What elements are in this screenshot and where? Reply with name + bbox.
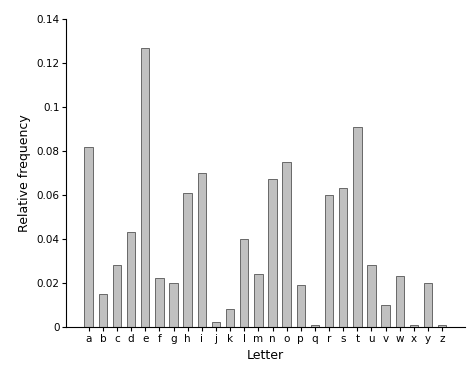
Bar bbox=[353, 127, 362, 327]
Bar bbox=[212, 322, 220, 327]
Bar bbox=[240, 239, 248, 327]
Y-axis label: Relative frequency: Relative frequency bbox=[18, 114, 31, 232]
Bar bbox=[310, 325, 319, 327]
Bar bbox=[325, 195, 333, 327]
Bar bbox=[127, 232, 136, 327]
X-axis label: Letter: Letter bbox=[247, 349, 284, 362]
Bar bbox=[155, 279, 164, 327]
Bar bbox=[395, 276, 404, 327]
Bar bbox=[84, 147, 93, 327]
Bar bbox=[339, 188, 347, 327]
Bar bbox=[382, 305, 390, 327]
Bar bbox=[226, 309, 234, 327]
Bar bbox=[113, 265, 121, 327]
Bar bbox=[283, 162, 291, 327]
Bar bbox=[367, 265, 376, 327]
Bar bbox=[254, 274, 263, 327]
Bar bbox=[183, 193, 192, 327]
Bar bbox=[99, 294, 107, 327]
Bar bbox=[424, 283, 432, 327]
Bar bbox=[198, 173, 206, 327]
Bar bbox=[169, 283, 178, 327]
Bar bbox=[410, 325, 418, 327]
Bar bbox=[268, 179, 277, 327]
Bar bbox=[141, 48, 149, 327]
Bar bbox=[297, 285, 305, 327]
Bar bbox=[438, 325, 447, 327]
